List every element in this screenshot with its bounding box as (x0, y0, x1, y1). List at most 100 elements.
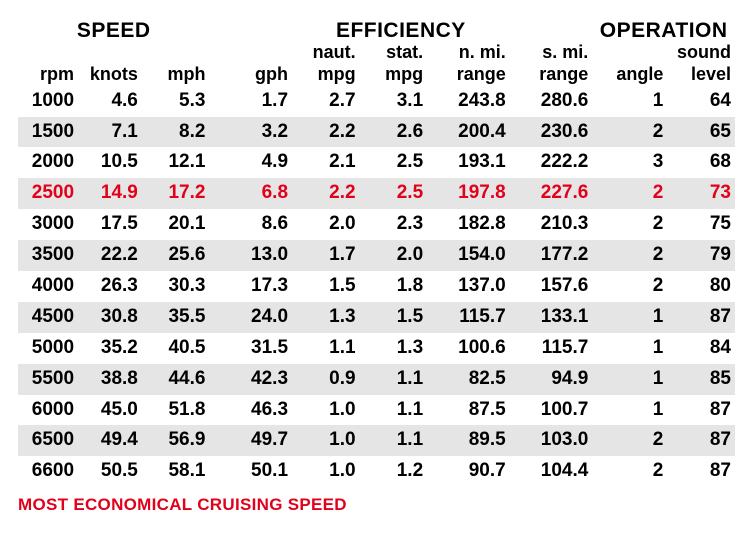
table-row: 550038.844.642.30.91.182.594.9185 (18, 364, 735, 395)
cell-level: 75 (667, 209, 735, 240)
cell-nmpg: 1.0 (292, 456, 360, 487)
hdr-smi: s. mi. (510, 42, 593, 64)
cell-level: 68 (667, 147, 735, 178)
cell-rpm: 6600 (18, 456, 78, 487)
hdr-stat: stat. (360, 42, 428, 64)
cell-angle: 2 (592, 240, 667, 271)
cell-mph: 5.3 (142, 86, 210, 117)
cell-angle: 2 (592, 117, 667, 148)
cell-srange: 177.2 (510, 240, 593, 271)
cell-nmpg: 1.7 (292, 240, 360, 271)
cell-mph: 17.2 (142, 178, 210, 209)
cell-angle: 1 (592, 333, 667, 364)
cell-nrange: 193.1 (427, 147, 510, 178)
cell-nrange: 100.6 (427, 333, 510, 364)
cell-nrange: 90.7 (427, 456, 510, 487)
cell-knots: 7.1 (78, 117, 142, 148)
cell-srange: 133.1 (510, 302, 593, 333)
cell-gph: 3.2 (209, 117, 292, 148)
cell-smpg: 2.0 (360, 240, 428, 271)
performance-table: SPEED EFFICIENCY OPERATION naut. stat. n… (18, 14, 735, 487)
cell-smpg: 2.3 (360, 209, 428, 240)
cell-rpm: 1500 (18, 117, 78, 148)
cell-knots: 10.5 (78, 147, 142, 178)
cell-nrange: 89.5 (427, 425, 510, 456)
cell-angle: 2 (592, 209, 667, 240)
hdr-nmi: n. mi. (427, 42, 510, 64)
hdr-gph: gph (209, 64, 292, 86)
cell-smpg: 2.5 (360, 147, 428, 178)
cell-knots: 45.0 (78, 395, 142, 426)
cell-level: 64 (667, 86, 735, 117)
cell-level: 79 (667, 240, 735, 271)
cell-srange: 230.6 (510, 117, 593, 148)
cell-nrange: 182.8 (427, 209, 510, 240)
cell-nrange: 243.8 (427, 86, 510, 117)
cell-nmpg: 1.5 (292, 271, 360, 302)
cell-knots: 14.9 (78, 178, 142, 209)
footnote: MOST ECONOMICAL CRUISING SPEED (18, 495, 735, 515)
cell-gph: 17.3 (209, 271, 292, 302)
hdr-knots: knots (78, 64, 142, 86)
hdr-nrange: range (427, 64, 510, 86)
cell-nrange: 154.0 (427, 240, 510, 271)
cell-level: 87 (667, 302, 735, 333)
table-row: 650049.456.949.71.01.189.5103.0287 (18, 425, 735, 456)
cell-srange: 104.4 (510, 456, 593, 487)
table-row: 400026.330.317.31.51.8137.0157.6280 (18, 271, 735, 302)
cell-srange: 115.7 (510, 333, 593, 364)
cell-mph: 30.3 (142, 271, 210, 302)
cell-mph: 20.1 (142, 209, 210, 240)
cell-srange: 280.6 (510, 86, 593, 117)
cell-rpm: 4500 (18, 302, 78, 333)
hdr-rpm: rpm (18, 64, 78, 86)
cell-mph: 8.2 (142, 117, 210, 148)
cell-smpg: 1.1 (360, 395, 428, 426)
hdr-naut: naut. (292, 42, 360, 64)
cell-srange: 157.6 (510, 271, 593, 302)
cell-level: 73 (667, 178, 735, 209)
cell-knots: 22.2 (78, 240, 142, 271)
cell-level: 80 (667, 271, 735, 302)
cell-nrange: 197.8 (427, 178, 510, 209)
table-row: 660050.558.150.11.01.290.7104.4287 (18, 456, 735, 487)
cell-rpm: 2000 (18, 147, 78, 178)
cell-angle: 1 (592, 302, 667, 333)
hdr-smpg: mpg (360, 64, 428, 86)
cell-level: 87 (667, 425, 735, 456)
cell-gph: 46.3 (209, 395, 292, 426)
table-row: 200010.512.14.92.12.5193.1222.2368 (18, 147, 735, 178)
cell-gph: 49.7 (209, 425, 292, 456)
hdr-level: level (667, 64, 735, 86)
cell-mph: 51.8 (142, 395, 210, 426)
cell-gph: 13.0 (209, 240, 292, 271)
cell-knots: 30.8 (78, 302, 142, 333)
cell-knots: 17.5 (78, 209, 142, 240)
cell-nmpg: 2.0 (292, 209, 360, 240)
cell-gph: 42.3 (209, 364, 292, 395)
cell-mph: 12.1 (142, 147, 210, 178)
cell-angle: 1 (592, 395, 667, 426)
section-speed: SPEED (18, 14, 209, 42)
section-efficiency: EFFICIENCY (209, 14, 592, 42)
cell-smpg: 1.2 (360, 456, 428, 487)
cell-smpg: 1.5 (360, 302, 428, 333)
table-row: 10004.65.31.72.73.1243.8280.6164 (18, 86, 735, 117)
cell-nrange: 137.0 (427, 271, 510, 302)
table-body: 10004.65.31.72.73.1243.8280.616415007.18… (18, 86, 735, 488)
cell-nmpg: 2.1 (292, 147, 360, 178)
cell-gph: 31.5 (209, 333, 292, 364)
cell-mph: 44.6 (142, 364, 210, 395)
table-header: SPEED EFFICIENCY OPERATION naut. stat. n… (18, 14, 735, 86)
cell-mph: 25.6 (142, 240, 210, 271)
cell-knots: 26.3 (78, 271, 142, 302)
cell-srange: 100.7 (510, 395, 593, 426)
cell-rpm: 2500 (18, 178, 78, 209)
cell-srange: 222.2 (510, 147, 593, 178)
cell-smpg: 1.1 (360, 425, 428, 456)
table-row: 250014.917.26.82.22.5197.8227.6273 (18, 178, 735, 209)
cell-gph: 24.0 (209, 302, 292, 333)
cell-nmpg: 1.1 (292, 333, 360, 364)
cell-gph: 50.1 (209, 456, 292, 487)
cell-rpm: 3500 (18, 240, 78, 271)
